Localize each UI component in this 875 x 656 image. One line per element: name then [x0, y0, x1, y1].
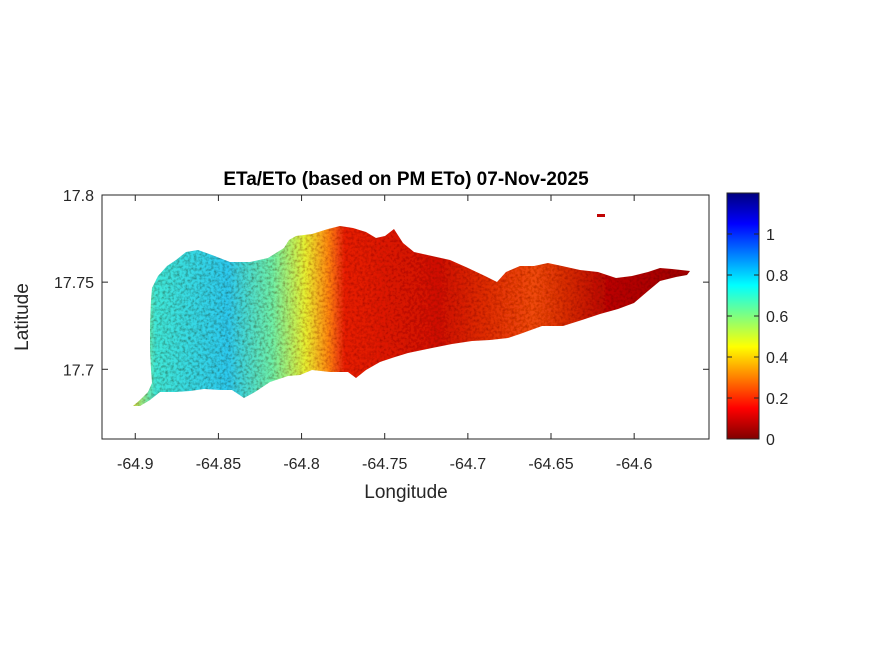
- x-axis-ticks: -64.9 -64.85 -64.8 -64.75 -64.7 -64.65 -64.6: [117, 195, 653, 473]
- colorbar-tick-label: 0.2: [766, 391, 788, 408]
- y-axis-ticks: 17.7 17.75 17.8: [54, 188, 709, 379]
- colorbar-tick-label: 0: [766, 432, 775, 449]
- chart-title: ETa/ETo (based on PM ETo) 07-Nov-2025: [223, 169, 589, 190]
- colorbar-tick-label: 0.6: [766, 309, 788, 326]
- colorbar-tick-label: 0.8: [766, 268, 788, 285]
- x-tick-label: -64.85: [196, 456, 241, 473]
- colorbar-ticks: 0 0.2 0.4 0.6 0.8 1: [727, 227, 788, 449]
- x-tick-label: -64.6: [616, 456, 653, 473]
- x-tick-label: -64.8: [283, 456, 320, 473]
- y-axis-label: Latitude: [12, 283, 33, 351]
- x-tick-label: -64.75: [362, 456, 407, 473]
- x-axis-label: Longitude: [364, 482, 447, 503]
- y-tick-label: 17.7: [63, 362, 94, 379]
- islet: [597, 214, 605, 217]
- colorbar-tick-label: 1: [766, 227, 775, 244]
- x-tick-label: -64.7: [450, 456, 487, 473]
- y-tick-label: 17.8: [63, 188, 94, 205]
- y-tick-label: 17.75: [54, 275, 94, 292]
- x-tick-label: -64.9: [117, 456, 154, 473]
- colorbar-tick-label: 0.4: [766, 350, 788, 367]
- island-raster: [133, 226, 690, 406]
- x-tick-label: -64.65: [528, 456, 573, 473]
